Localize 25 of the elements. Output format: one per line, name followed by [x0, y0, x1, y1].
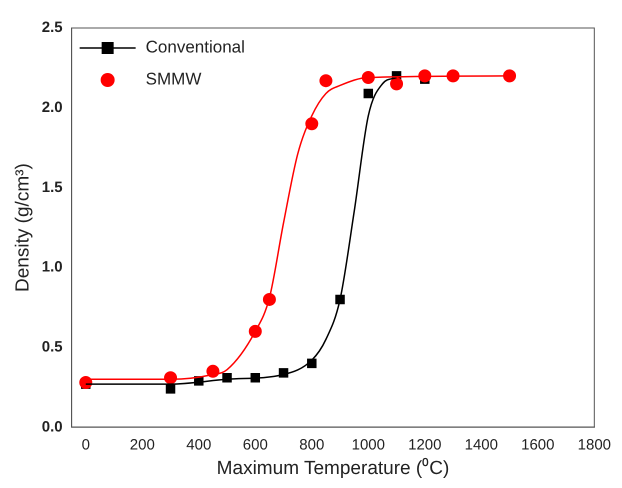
point — [390, 77, 404, 90]
y-tick-label: 1.5 — [42, 178, 63, 196]
x-tick-label: 200 — [130, 436, 155, 454]
x-tick-label: 1000 — [352, 436, 385, 454]
x-tick-label: 600 — [242, 436, 268, 454]
x-tick-label: 0 — [82, 436, 90, 454]
y-tick-label: 0.0 — [42, 418, 63, 436]
x-tick-label: 1200 — [408, 436, 442, 454]
x-tick-label: 400 — [186, 436, 212, 454]
y-tick-label: 2.5 — [42, 19, 63, 36]
legend-label: Conventional — [146, 38, 245, 57]
legend-label: SMMW — [146, 70, 202, 89]
y-tick-label: 1.0 — [42, 258, 63, 276]
y-tick-label: 2.0 — [42, 98, 63, 116]
point — [503, 69, 516, 82]
x-tick-label: 800 — [299, 436, 324, 454]
point — [364, 88, 374, 98]
point — [319, 74, 332, 88]
x-axis-title: Maximum Temperature (⁰C) — [216, 456, 450, 479]
point — [166, 384, 176, 394]
y-tick-label: 0.5 — [42, 338, 63, 356]
y-axis-title: Density (g/cm³) — [12, 163, 34, 292]
x-tick-label: 1400 — [464, 436, 498, 454]
x-tick-label: 1600 — [521, 436, 554, 454]
x-tick-label: 1800 — [578, 436, 612, 454]
